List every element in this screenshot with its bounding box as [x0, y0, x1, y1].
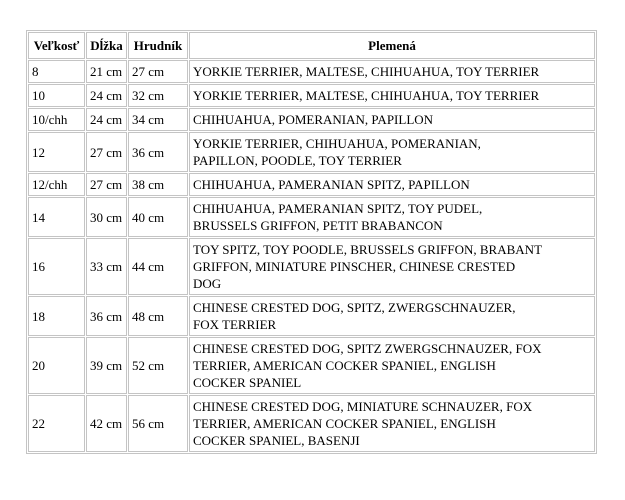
column-header-breeds: Plemená: [189, 32, 595, 59]
breeds-cell: CHINESE CRESTED DOG, SPITZ ZWERGSCHNAUZE…: [189, 337, 595, 394]
breeds-cell: YORKIE TERRIER, CHIHUAHUA, POMERANIAN, P…: [189, 132, 595, 172]
length-cell: 27 cm: [86, 173, 127, 196]
length-cell: 33 cm: [86, 238, 127, 295]
size-cell: 14: [28, 197, 85, 237]
chest-cell: 48 cm: [128, 296, 188, 336]
chest-cell: 32 cm: [128, 84, 188, 107]
table-row: 22 42 cm 56 cm CHINESE CRESTED DOG, MINIATU…: [28, 395, 595, 452]
breeds-cell: CHIHUAHUA, POMERANIAN, PAPILLON: [189, 108, 595, 131]
length-cell: 24 cm: [86, 108, 127, 131]
chest-cell: 27 cm: [128, 60, 188, 83]
column-header-chest: Hrudník: [128, 32, 188, 59]
table-row: 10 24 cm 32 cm YORKIE TERRIER, MALTESE, CHI…: [28, 84, 595, 107]
table-row: 18 36 cm 48 cm CHINESE CRESTED DOG, SPITZ, …: [28, 296, 595, 336]
breeds-cell: CHINESE CRESTED DOG, MINIATURE SCHNAUZER…: [189, 395, 595, 452]
table-row: 12 27 cm 36 cm YORKIE TERRIER, CHIHUAHUA, P…: [28, 132, 595, 172]
size-cell: 22: [28, 395, 85, 452]
breeds-cell: TOY SPITZ, TOY POODLE, BRUSSELS GRIFFON,…: [189, 238, 595, 295]
length-cell: 24 cm: [86, 84, 127, 107]
size-cell: 8: [28, 60, 85, 83]
breeds-cell: CHINESE CRESTED DOG, SPITZ, ZWERGSCHNAUZ…: [189, 296, 595, 336]
size-cell: 12/chh: [28, 173, 85, 196]
table-row: 20 39 cm 52 cm CHINESE CRESTED DOG, SPITZ Z…: [28, 337, 595, 394]
size-cell: 20: [28, 337, 85, 394]
table-row: 12/chh 27 cm 38 cm CHIHUAHUA, PAMERANIAN SP…: [28, 173, 595, 196]
breeds-cell: YORKIE TERRIER, MALTESE, CHIHUAHUA, TOY …: [189, 60, 595, 83]
size-cell: 10/chh: [28, 108, 85, 131]
table-row: 8 21 cm 27 cm YORKIE TERRIER, MALTESE, CHIH…: [28, 60, 595, 83]
table-row: 10/chh 24 cm 34 cm CHIHUAHUA, POMERANIAN, P…: [28, 108, 595, 131]
column-header-length: Dĺžka: [86, 32, 127, 59]
length-cell: 42 cm: [86, 395, 127, 452]
table-body: 8 21 cm 27 cm YORKIE TERRIER, MALTESE, CHIH…: [28, 60, 595, 452]
table-row: 14 30 cm 40 cm CHIHUAHUA, PAMERANIAN SPITZ,…: [28, 197, 595, 237]
chest-cell: 34 cm: [128, 108, 188, 131]
table-row: 16 33 cm 44 cm TOY SPITZ, TOY POODLE, BRUSS…: [28, 238, 595, 295]
chest-cell: 40 cm: [128, 197, 188, 237]
length-cell: 30 cm: [86, 197, 127, 237]
length-cell: 21 cm: [86, 60, 127, 83]
column-header-size: Veľkosť: [28, 32, 85, 59]
length-cell: 36 cm: [86, 296, 127, 336]
chest-cell: 52 cm: [128, 337, 188, 394]
chest-cell: 56 cm: [128, 395, 188, 452]
size-cell: 18: [28, 296, 85, 336]
breeds-cell: CHIHUAHUA, PAMERANIAN SPITZ, PAPILLON: [189, 173, 595, 196]
size-cell: 12: [28, 132, 85, 172]
chest-cell: 44 cm: [128, 238, 188, 295]
chest-cell: 38 cm: [128, 173, 188, 196]
size-cell: 10: [28, 84, 85, 107]
dog-size-table-container: Veľkosť Dĺžka Hrudník Plemená 8 21 cm 27 c…: [26, 30, 597, 454]
header-row: Veľkosť Dĺžka Hrudník Plemená: [28, 32, 595, 59]
dog-size-table: Veľkosť Dĺžka Hrudník Plemená 8 21 cm 27 c…: [26, 30, 597, 454]
length-cell: 39 cm: [86, 337, 127, 394]
chest-cell: 36 cm: [128, 132, 188, 172]
breeds-cell: YORKIE TERRIER, MALTESE, CHIHUAHUA, TOY …: [189, 84, 595, 107]
breeds-cell: CHIHUAHUA, PAMERANIAN SPITZ, TOY PUDEL, …: [189, 197, 595, 237]
length-cell: 27 cm: [86, 132, 127, 172]
size-cell: 16: [28, 238, 85, 295]
